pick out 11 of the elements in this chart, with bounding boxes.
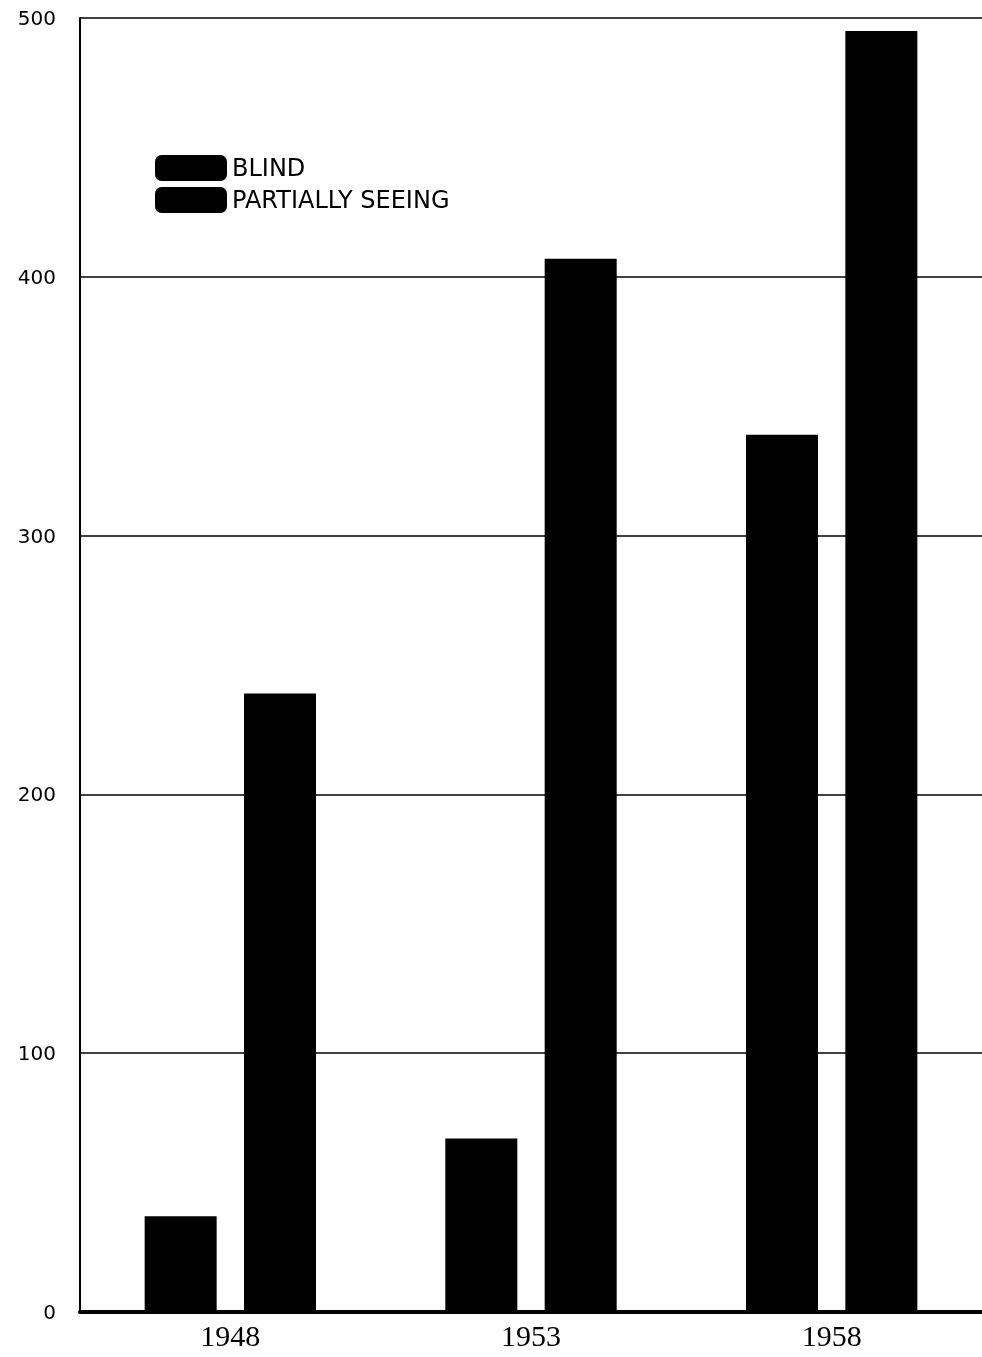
y-tick-label: 400 — [17, 264, 56, 289]
y-tick-label: 100 — [17, 1041, 56, 1066]
legend-label: BLIND — [232, 154, 306, 182]
y-tick-label: 300 — [17, 523, 56, 548]
y-tick-label: 0 — [43, 1300, 56, 1324]
x-tick-label: 1953 — [501, 1318, 561, 1352]
legend-label: PARTIALLY SEEING — [232, 186, 450, 214]
y-tick-label: 200 — [17, 782, 56, 807]
x-tick-label: 1948 — [200, 1318, 261, 1352]
x-tick-label: 1958 — [801, 1318, 862, 1352]
y-tick-label: 500 — [17, 6, 56, 30]
